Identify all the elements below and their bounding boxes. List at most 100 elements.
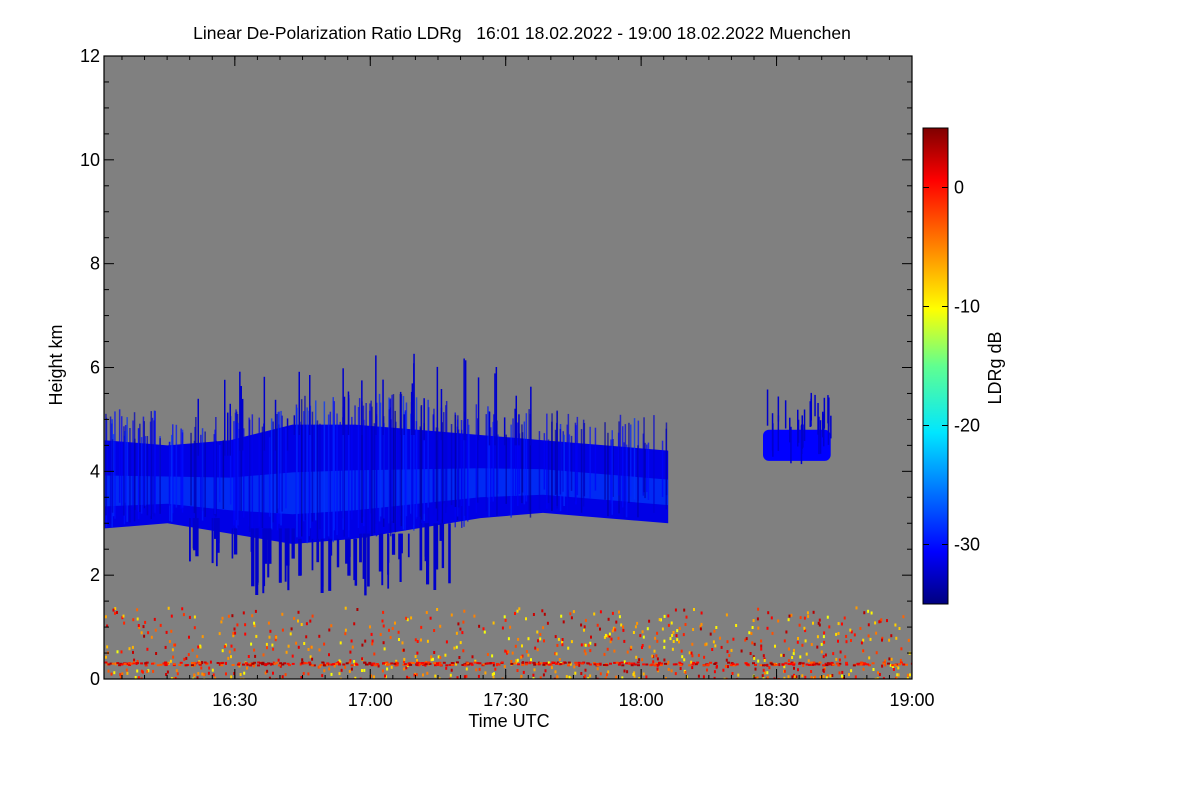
surface-point — [567, 661, 571, 664]
aerosol-point — [635, 655, 638, 659]
surface-point — [442, 661, 446, 664]
surface-point — [275, 661, 279, 664]
aerosol-point — [792, 652, 795, 656]
aerosol-point — [484, 671, 487, 675]
fallstreak — [433, 523, 437, 590]
upper-cloud-strand — [814, 394, 816, 417]
aerosol-point — [560, 614, 563, 618]
aerosol-point — [525, 650, 528, 654]
fallstreak — [255, 528, 259, 583]
aerosol-point — [193, 615, 196, 619]
aerosol-point — [671, 647, 674, 651]
aerosol-point — [626, 670, 629, 674]
cloud-plume — [488, 411, 491, 446]
aerosol-point — [580, 672, 583, 675]
aerosol-point — [628, 661, 631, 665]
aerosol-point — [450, 613, 453, 617]
aerosol-point — [459, 627, 462, 631]
aerosol-point — [681, 655, 684, 659]
cloud-strand — [594, 427, 597, 491]
surface-point — [393, 662, 397, 665]
cloud-strand — [570, 435, 573, 491]
cloud-strand — [665, 422, 668, 496]
aerosol-point — [787, 659, 790, 663]
cloud-plume — [361, 380, 363, 435]
aerosol-point — [725, 613, 728, 617]
aerosol-point — [822, 655, 825, 659]
aerosol-point — [155, 652, 158, 655]
aerosol-point — [587, 643, 590, 647]
aerosol-point — [751, 641, 754, 645]
cloud-strand — [390, 419, 392, 537]
aerosol-point — [395, 659, 398, 663]
surface-point — [388, 663, 392, 666]
aerosol-point — [816, 645, 819, 649]
aerosol-point — [361, 669, 363, 672]
aerosol-point — [814, 675, 816, 679]
cloud-strand — [576, 416, 579, 496]
aerosol-point — [623, 660, 626, 664]
aerosol-point — [803, 616, 806, 620]
aerosol-point — [888, 657, 891, 661]
aerosol-point — [850, 639, 852, 642]
cloud-plume — [413, 353, 415, 435]
aerosol-point — [587, 677, 590, 679]
aerosol-point — [854, 675, 857, 679]
cloud-plume — [503, 417, 506, 446]
aerosol-point — [501, 626, 504, 630]
fallstreak — [399, 533, 402, 582]
aerosol-point — [413, 673, 416, 677]
surface-point — [537, 663, 541, 666]
aerosol-point — [293, 616, 296, 620]
aerosol-point — [539, 633, 542, 636]
aerosol-point — [328, 667, 331, 671]
aerosol-point — [201, 635, 204, 639]
aerosol-point — [269, 662, 272, 666]
cloud-strand — [215, 440, 217, 517]
aerosol-point — [353, 660, 356, 663]
aerosol-point — [826, 615, 829, 619]
aerosol-point — [307, 672, 310, 676]
aerosol-point — [521, 654, 524, 658]
surface-point — [621, 664, 625, 667]
aerosol-point — [906, 673, 909, 677]
aerosol-point — [121, 672, 124, 676]
aerosol-point — [227, 656, 230, 660]
aerosol-point — [655, 654, 658, 658]
aerosol-point — [895, 677, 898, 679]
aerosol-point — [876, 677, 879, 679]
surface-point — [267, 662, 271, 665]
aerosol-point — [709, 632, 712, 636]
aerosol-point — [191, 648, 194, 652]
aerosol-point — [250, 642, 253, 646]
aerosol-point — [416, 659, 418, 662]
surface-point — [198, 663, 202, 666]
aerosol-point — [330, 672, 333, 676]
aerosol-point — [247, 655, 250, 658]
surface-point — [655, 663, 659, 666]
aerosol-point — [572, 610, 575, 614]
aerosol-point — [302, 672, 305, 676]
cloud-strand — [369, 403, 371, 520]
aerosol-point — [432, 657, 434, 661]
surface-point — [310, 664, 314, 667]
aerosol-point — [122, 614, 125, 618]
aerosol-point — [281, 675, 284, 679]
surface-point — [832, 663, 836, 666]
aerosol-point — [715, 626, 718, 629]
aerosol-point — [630, 645, 633, 649]
aerosol-point — [569, 676, 572, 679]
aerosol-point — [891, 665, 894, 668]
y-tick-label: 6 — [90, 358, 100, 378]
aerosol-point — [699, 627, 702, 631]
cloud-strand — [436, 427, 439, 522]
aerosol-point — [450, 668, 453, 672]
cloud-strand — [556, 411, 558, 506]
aerosol-point — [894, 623, 897, 627]
aerosol-point — [136, 669, 139, 673]
surface-point — [547, 663, 551, 666]
aerosol-point — [197, 672, 200, 675]
surface-point — [350, 664, 354, 667]
aerosol-point — [491, 672, 494, 676]
aerosol-point — [445, 640, 448, 644]
